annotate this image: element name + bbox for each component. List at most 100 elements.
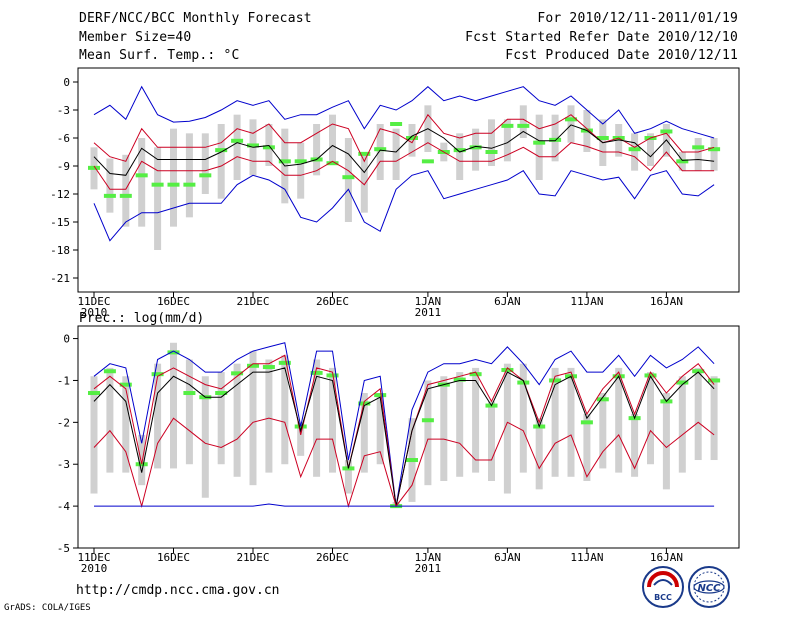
prec-spread-box — [535, 418, 543, 490]
bcc-logo: BCC — [641, 565, 685, 609]
prec-observed-mark — [708, 378, 721, 383]
temp-observed-mark — [151, 182, 164, 187]
prec-spread-box — [201, 376, 209, 498]
temp-observed-mark — [294, 159, 307, 164]
grads-credit: GrADS: COLA/IGES — [4, 603, 91, 613]
temp-ytick-label: -12 — [50, 188, 70, 201]
prec-observed-mark — [88, 391, 100, 396]
temp-spread-box — [154, 147, 162, 250]
prec-spread-box — [583, 413, 591, 481]
temp-observed-mark — [485, 150, 498, 154]
temp-spread-box — [217, 124, 225, 199]
prec-xtick-year: 2010 — [81, 562, 108, 575]
temp-xtick-year: 2010 — [81, 306, 108, 319]
temp-observed-mark — [692, 145, 705, 150]
prec-observed-mark — [310, 370, 323, 375]
prec-spread-box — [217, 372, 225, 465]
prec-spread-box — [249, 351, 257, 486]
prec-spread-box — [154, 363, 162, 469]
prec-xtick-label: 1JAN — [415, 551, 442, 564]
prec-spread-box — [297, 422, 305, 456]
forecast-started-date: Fcst Started Refer Date 2010/12/10 — [465, 30, 738, 45]
temp-ytick-label: -6 — [57, 132, 70, 145]
temp-xtick-label: 21DEC — [236, 295, 269, 308]
prec-observed-mark — [374, 393, 387, 398]
prec-ytick-label: -2 — [57, 416, 70, 429]
prec-observed-mark — [421, 418, 434, 423]
member-size: Member Size=40 — [79, 30, 192, 45]
prec-observed-mark — [167, 350, 180, 355]
temp-spread-box — [488, 119, 495, 166]
prec-observed-mark — [262, 365, 275, 370]
temp-observed-mark — [453, 148, 466, 153]
temp-observed-mark — [565, 117, 577, 122]
prec-ytick-label: -5 — [57, 542, 70, 555]
temp-spread-box — [710, 138, 718, 171]
temp-spread-box — [170, 128, 177, 227]
temp-upper-line — [93, 113, 715, 163]
prec-spread-box — [265, 359, 273, 473]
prec-spread-box — [313, 359, 321, 477]
temp-spread-box — [503, 119, 511, 162]
prec-observed-mark — [406, 458, 418, 463]
temp-spread-box — [313, 124, 321, 176]
prec-observed-mark — [517, 380, 530, 385]
temp-xtick-label: 26DEC — [316, 295, 349, 308]
source-url[interactable]: http://cmdp.ncc.cma.gov.cn — [76, 583, 280, 598]
prec-spread-box — [344, 460, 352, 494]
temp-lower-line — [93, 142, 715, 190]
temp-observed-mark — [374, 147, 387, 152]
prec-xtick-label: 6JAN — [494, 551, 521, 564]
temp-spread-box — [185, 133, 193, 218]
prec-spread-box — [472, 367, 480, 473]
temp-observed-mark — [167, 182, 180, 187]
temp-spread-box — [360, 152, 368, 213]
temp-spread-box — [519, 105, 527, 138]
prec-observed-mark — [326, 373, 339, 378]
temp-spread-box — [472, 128, 480, 171]
temp-observed-mark — [421, 159, 434, 164]
prec-observed-mark — [151, 372, 164, 377]
prec-spread-box — [599, 393, 607, 469]
temp-spread-box — [647, 133, 654, 166]
prec-spread-box — [647, 372, 654, 465]
temp-observed-mark — [676, 159, 689, 164]
prec-observed-mark — [453, 377, 466, 382]
temp-observed-mark — [469, 145, 482, 150]
prec-ytick-label: -4 — [57, 500, 71, 513]
temp-observed-mark — [660, 129, 673, 134]
prec-ytick-label: -1 — [57, 374, 70, 387]
prec-spread-box — [360, 393, 368, 473]
temp-spread-box — [122, 154, 130, 227]
prec-spread-box — [456, 372, 464, 477]
prec-observed-mark — [692, 369, 705, 374]
prec-spread-box — [567, 367, 575, 477]
prec-observed-mark — [469, 372, 482, 377]
prec-xtick-label: 16JAN — [650, 551, 683, 564]
prec-spread-box — [519, 363, 527, 473]
temp-spread-box — [631, 133, 639, 171]
prec-xtick-label: 26DEC — [316, 551, 349, 564]
temp-observed-mark — [135, 173, 148, 178]
prec-spread-box — [710, 376, 718, 461]
prec-observed-mark — [676, 380, 689, 385]
prec-spread-box — [551, 367, 559, 477]
temp-observed-mark — [215, 148, 228, 153]
prec-ytick-label: 0 — [63, 333, 70, 346]
temp-observed-mark — [596, 136, 609, 140]
ncc-logo-text: NCC — [697, 583, 721, 594]
prec-spread-box — [106, 367, 114, 473]
prec-spread-box — [440, 376, 448, 481]
temp-observed-mark — [533, 140, 546, 145]
prec-spread-box — [631, 413, 639, 477]
prec-xtick-label: 21DEC — [236, 551, 269, 564]
temp-observed-mark — [247, 143, 259, 148]
temp-mean-line — [93, 124, 715, 176]
prec-lower-line — [93, 417, 715, 509]
prec-spread-box — [488, 401, 495, 481]
prec-observed-mark — [247, 363, 259, 368]
prec-spread-box — [662, 393, 670, 490]
temp-observed-mark — [103, 193, 116, 198]
